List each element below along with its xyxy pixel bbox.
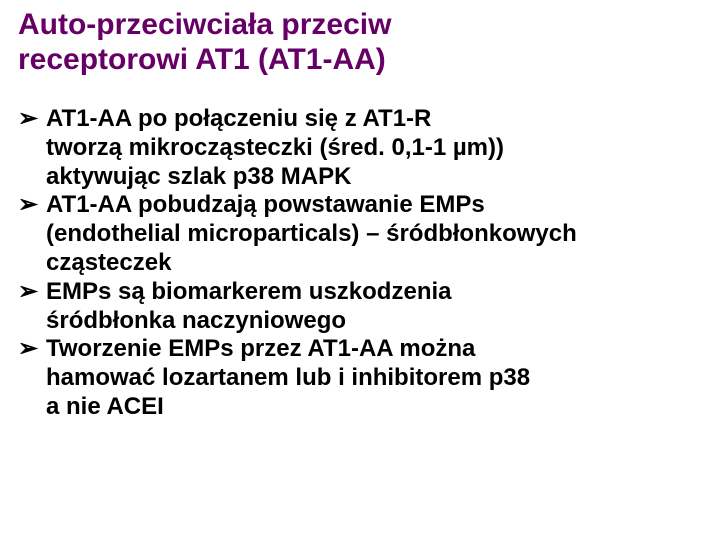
bullet-item: ➢ Tworzenie EMPs przez AT1-AA można hamo…: [18, 335, 702, 421]
bullet-text-line: cząsteczek: [46, 249, 171, 276]
bullet-item: ➢ EMPs są biomarkerem uszkodzenia śródbł…: [18, 278, 702, 336]
slide: Auto-przeciwciała przeciw receptorowi AT…: [0, 0, 720, 540]
title-line-1: Auto-przeciwciała przeciw: [18, 8, 391, 41]
bullet-text-line: (endothelial microparticals) – śródbłonk…: [46, 220, 577, 247]
bullet-icon: ➢: [18, 191, 42, 220]
slide-title: Auto-przeciwciała przeciw receptorowi AT…: [18, 8, 702, 77]
slide-body: ➢ AT1-AA po połączeniu się z AT1-R tworz…: [18, 105, 702, 422]
bullet-text-line: AT1-AA po połączeniu się z AT1-R: [46, 105, 431, 132]
bullet-text-line: a nie ACEI: [46, 393, 164, 420]
title-line-2: receptorowi AT1 (AT1-AA): [18, 43, 386, 76]
bullet-item: ➢ AT1-AA pobudzają powstawanie EMPs (end…: [18, 191, 702, 277]
bullet-item: ➢ AT1-AA po połączeniu się z AT1-R tworz…: [18, 105, 702, 191]
bullet-icon: ➢: [18, 278, 42, 307]
bullet-text-line: EMPs są biomarkerem uszkodzenia: [46, 278, 452, 305]
bullet-text-line: Tworzenie EMPs przez AT1-AA można: [46, 335, 475, 362]
bullet-text-line: aktywując szlak p38 MAPK: [46, 163, 351, 190]
bullet-icon: ➢: [18, 335, 42, 364]
bullet-icon: ➢: [18, 105, 42, 134]
bullet-text-line: tworzą mikrocząsteczki (śred. 0,1-1 µm)): [46, 134, 504, 161]
bullet-text-line: AT1-AA pobudzają powstawanie EMPs: [46, 191, 485, 218]
bullet-text-line: śródbłonka naczyniowego: [46, 307, 346, 334]
bullet-text-line: hamować lozartanem lub i inhibitorem p38: [46, 364, 530, 391]
